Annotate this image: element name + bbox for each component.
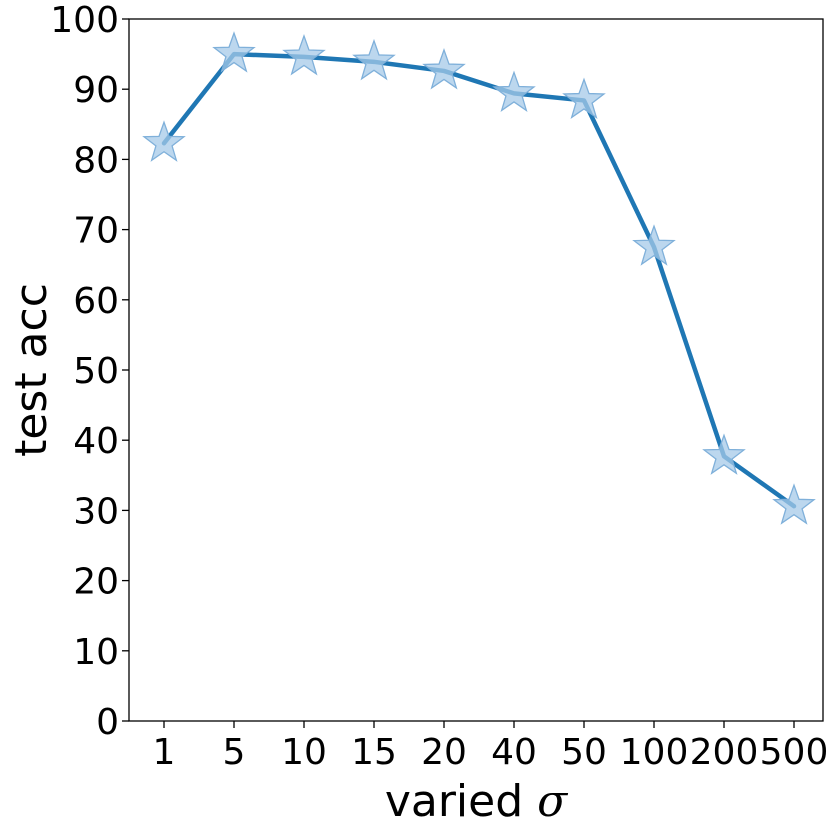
y-tick-label: 40 <box>73 421 119 462</box>
y-tick-label: 70 <box>73 211 119 252</box>
star-marker <box>212 31 256 73</box>
x-axis-label-text: varied <box>385 776 523 827</box>
y-tick-label: 0 <box>96 702 119 743</box>
x-tick-label: 100 <box>620 732 689 773</box>
y-tick-label: 100 <box>50 0 119 41</box>
x-axis-ticks: 1 5 10 15 20 40 50 100 200 500 <box>153 721 829 773</box>
star-marker <box>352 38 396 81</box>
x-tick-label: 10 <box>281 732 327 773</box>
y-tick-label: 60 <box>73 281 119 322</box>
y-tick-label: 10 <box>73 632 119 673</box>
y-tick-label: 20 <box>73 562 119 603</box>
x-tick-label: 200 <box>690 732 759 773</box>
star-marker <box>282 33 326 76</box>
star-marker <box>772 483 816 525</box>
y-tick-label: 50 <box>73 351 119 392</box>
y-axis-label: test acc <box>6 283 57 457</box>
star-marker <box>492 70 536 112</box>
x-tick-label: 15 <box>351 732 397 773</box>
star-marker <box>702 433 746 475</box>
y-tick-label: 90 <box>73 70 119 111</box>
x-axis-label: varied σ <box>385 776 569 827</box>
star-marker <box>562 77 606 119</box>
sigma-symbol: σ <box>537 776 569 827</box>
y-axis-ticks: 0 10 20 30 40 50 60 70 80 90 100 <box>50 0 129 743</box>
y-tick-label: 80 <box>73 140 119 181</box>
series-group <box>142 31 816 525</box>
x-tick-label: 500 <box>760 732 829 773</box>
x-tick-label: 40 <box>491 732 537 773</box>
y-tick-label: 30 <box>73 491 119 532</box>
star-marker <box>142 120 186 162</box>
star-marker <box>632 224 676 266</box>
plot-frame <box>128 18 824 722</box>
star-marker <box>422 48 466 90</box>
x-tick-label: 20 <box>421 732 467 773</box>
series-line <box>161 51 797 509</box>
x-tick-label: 5 <box>223 732 246 773</box>
x-tick-label: 1 <box>153 732 176 773</box>
x-tick-label: 50 <box>561 732 607 773</box>
